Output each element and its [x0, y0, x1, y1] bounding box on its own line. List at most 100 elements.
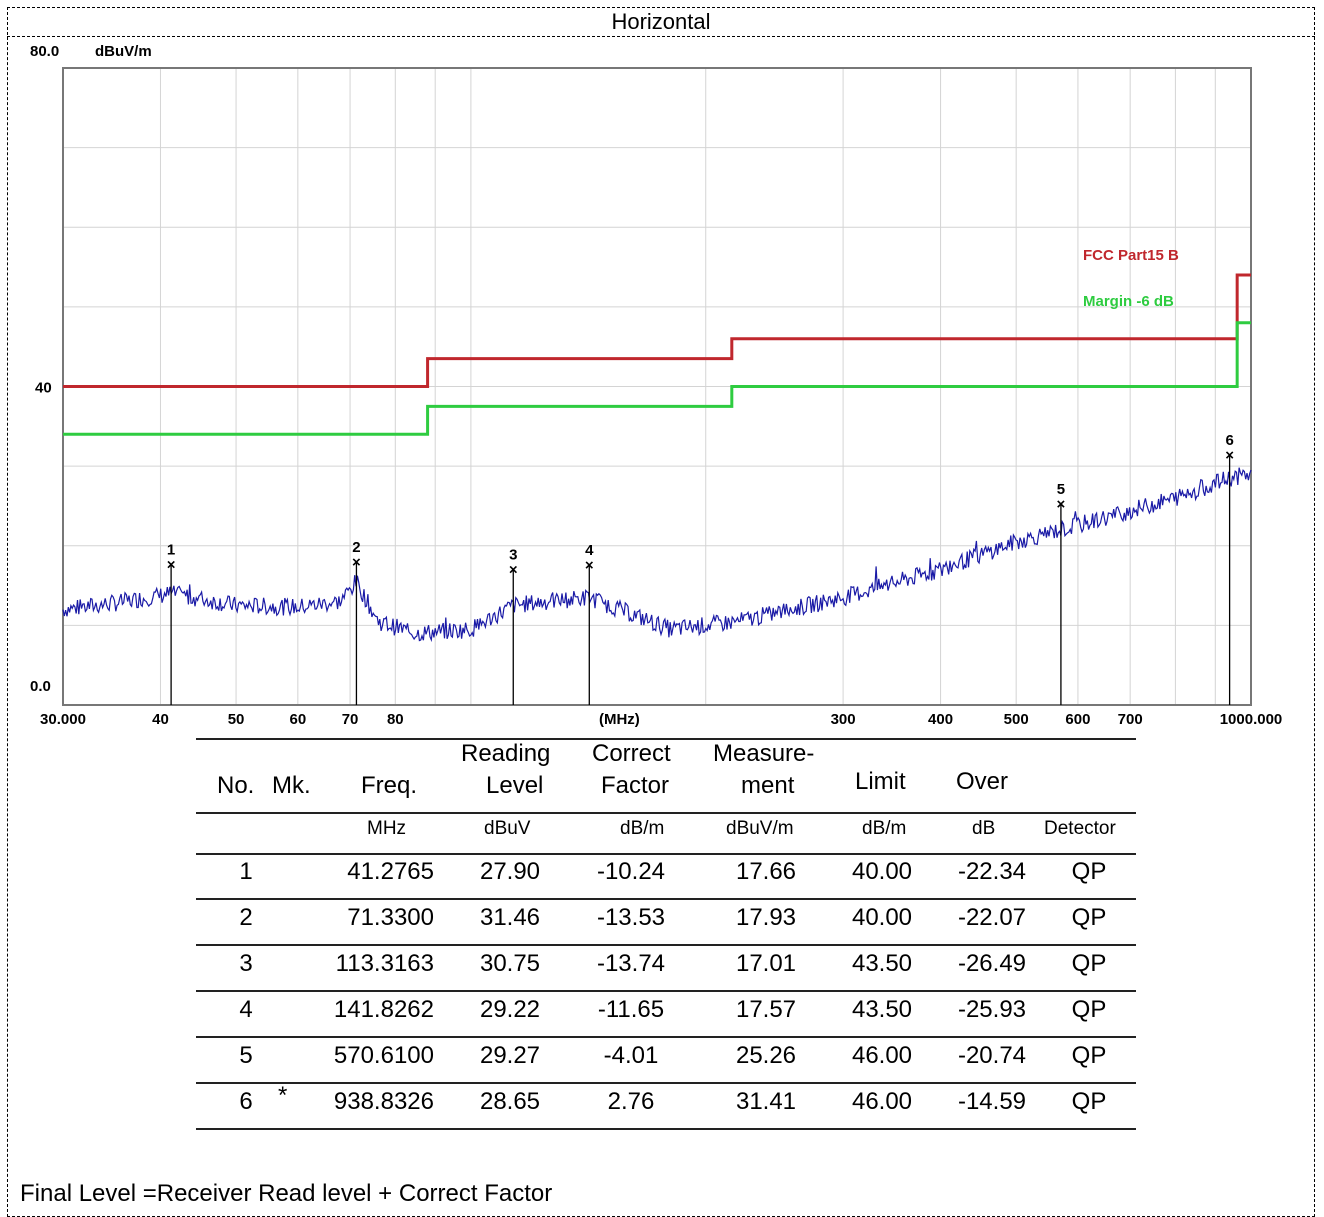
header-reading: Reading	[461, 740, 551, 767]
table-rule	[196, 990, 1136, 992]
cell-no: 2	[239, 904, 253, 931]
marker-number: 2	[352, 539, 360, 556]
cell-reading: 29.22	[479, 996, 541, 1023]
x-tick-label: 1000.000	[1220, 711, 1283, 728]
cell-limit: 43.50	[851, 950, 913, 977]
cell-reading: 29.27	[479, 1042, 541, 1069]
unit-limit: dB/m	[862, 818, 907, 839]
unit-freq: MHz	[367, 818, 407, 839]
unit-correct: dB/m	[620, 818, 665, 839]
marker-number: 6	[1225, 432, 1233, 449]
header-no: No.	[217, 772, 255, 799]
cell-detector: QP	[1071, 1042, 1107, 1069]
marker-x: ×	[352, 554, 361, 571]
table-rule	[196, 898, 1136, 900]
x-tick-label: 400	[928, 711, 953, 728]
y-axis-unit: dBuV/m	[95, 43, 152, 60]
table-rule	[196, 1036, 1136, 1038]
marker-x: ×	[1225, 447, 1234, 464]
cell-measure: 25.26	[735, 1042, 797, 1069]
cell-over: -22.07	[957, 904, 1027, 931]
x-axis-label: (MHz)	[599, 711, 640, 728]
footnote: Final Level =Receiver Read level + Corre…	[20, 1180, 553, 1207]
cell-correct: -11.65	[597, 996, 665, 1023]
table-rule	[196, 1128, 1136, 1130]
header-measure: ment	[741, 772, 795, 799]
cell-limit: 46.00	[851, 1042, 913, 1069]
cell-over: -26.49	[957, 950, 1027, 977]
cell-freq: 71.3300	[347, 904, 434, 931]
cell-no: 3	[239, 950, 253, 977]
x-tick-label: 40	[152, 711, 169, 728]
cell-freq: 113.3163	[335, 950, 434, 977]
marker-number: 4	[585, 542, 594, 559]
cell-no: 5	[239, 1042, 253, 1069]
table-rule	[196, 944, 1136, 946]
x-tick-label: 700	[1118, 711, 1143, 728]
cell-no: 4	[239, 996, 253, 1023]
x-tick-label: 600	[1065, 711, 1090, 728]
cell-no: 6	[239, 1088, 253, 1115]
x-tick-label: 300	[831, 711, 856, 728]
legend-margin: Margin -6 dB	[1083, 293, 1174, 310]
table-rule	[196, 738, 1136, 740]
y-tick-label: 0.0	[30, 678, 51, 695]
marker-number: 5	[1057, 481, 1065, 498]
cell-limit: 40.00	[851, 904, 913, 931]
cell-freq: 570.6100	[333, 1042, 434, 1069]
header-measure: Measure-	[713, 740, 815, 767]
y-tick-label: 40	[35, 380, 52, 397]
cell-freq: 41.2765	[347, 858, 434, 885]
cell-correct: -13.74	[596, 950, 666, 977]
cell-reading: 31.46	[479, 904, 541, 931]
cell-correct: -13.53	[596, 904, 666, 931]
unit-detector: Detector	[1044, 818, 1116, 839]
unit-over: dB	[972, 818, 996, 839]
header-over: Over	[956, 768, 1009, 795]
emission-chart: 80.0 dBuV/m 40 0.0 30.000 40 50 60 70 80 300 400 500…	[30, 43, 1283, 728]
x-tick-label: 50	[228, 711, 245, 728]
cell-correct: -10.24	[596, 858, 666, 885]
header-freq: Freq.	[361, 772, 418, 799]
marker-number: 1	[167, 541, 175, 558]
cell-mk: *	[278, 1082, 288, 1109]
y-tick-label: 80.0	[30, 43, 59, 60]
x-tick-label: 500	[1004, 711, 1029, 728]
cell-detector: QP	[1071, 904, 1107, 931]
cell-correct: -4.01	[603, 1042, 659, 1069]
legend-limit: FCC Part15 B	[1083, 247, 1179, 264]
cell-no: 1	[239, 858, 253, 885]
cell-freq: 938.8326	[333, 1088, 434, 1115]
cell-reading: 27.90	[479, 858, 541, 885]
marker-x: ×	[167, 556, 176, 573]
table-rule	[196, 853, 1136, 855]
cell-detector: QP	[1071, 858, 1107, 885]
marker-number: 3	[509, 547, 517, 564]
marker-x: ×	[509, 562, 518, 579]
header-reading: Level	[486, 772, 544, 799]
unit-measure: dBuV/m	[726, 818, 794, 839]
cell-measure: 17.66	[735, 858, 797, 885]
cell-measure: 17.01	[735, 950, 797, 977]
x-tick-label: 60	[289, 711, 306, 728]
cell-over: -20.74	[957, 1042, 1027, 1069]
limit-line	[63, 273, 1251, 388]
cell-freq: 141.8262	[333, 996, 434, 1023]
cell-limit: 40.00	[851, 858, 913, 885]
cell-measure: 17.93	[735, 904, 797, 931]
x-tick-label: 30.000	[40, 711, 86, 728]
cell-reading: 28.65	[479, 1088, 541, 1115]
unit-reading: dBuV	[484, 818, 531, 839]
cell-limit: 43.50	[851, 996, 913, 1023]
measurement-trace	[62, 467, 1252, 643]
header-mk: Mk.	[272, 772, 311, 799]
cell-measure: 17.57	[735, 996, 797, 1023]
marker-x: ×	[1057, 496, 1066, 513]
cell-over: -22.34	[957, 858, 1027, 885]
cell-correct: 2.76	[607, 1088, 655, 1115]
table-rule	[196, 1082, 1136, 1084]
header-correct: Correct	[592, 740, 671, 767]
cell-limit: 46.00	[851, 1088, 913, 1115]
table-rule	[196, 812, 1136, 814]
cell-over: -14.59	[957, 1088, 1027, 1115]
